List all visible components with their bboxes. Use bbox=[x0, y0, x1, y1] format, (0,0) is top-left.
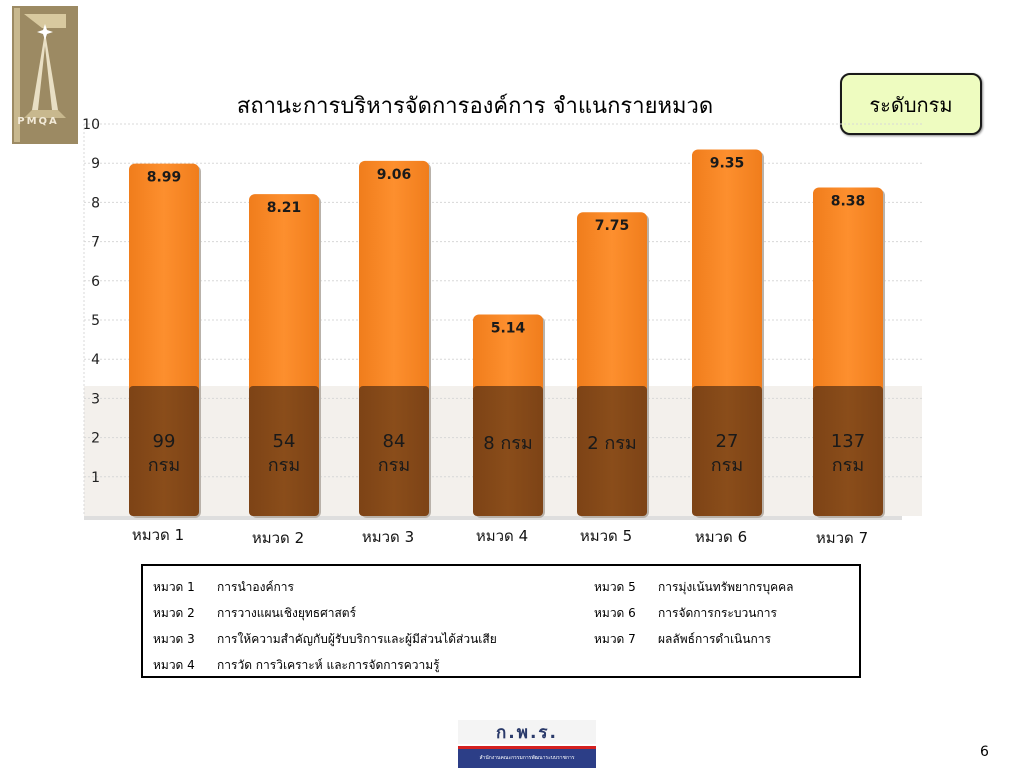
legend-row: หมวด 3 การให้ความสำคัญกับผู้รับบริการและ… bbox=[153, 630, 497, 649]
bar-value-label: 5.14 bbox=[491, 321, 526, 337]
bar-group: 7.75 2 กรม bbox=[577, 212, 649, 518]
pmqa-logo-text: PMQA bbox=[17, 116, 59, 127]
x-tick-label: หมวด 1 bbox=[132, 526, 184, 544]
bar-group: 5.14 8 กรม bbox=[473, 314, 545, 518]
bar-group: 8.21 54 กรม bbox=[249, 194, 321, 518]
bar-count-label: กรม bbox=[378, 455, 410, 476]
bar-value-label: 8.21 bbox=[267, 200, 302, 216]
y-tick-label: 9 bbox=[91, 156, 100, 172]
legend-category: หมวด 1 bbox=[153, 580, 195, 594]
legend-category: หมวด 6 bbox=[594, 606, 636, 620]
bar-count-label: กรม bbox=[711, 455, 743, 476]
bar-count-label: กรม bbox=[148, 455, 180, 476]
y-tick-label: 2 bbox=[91, 431, 100, 447]
legend-name: การจัดการกระบวนการ bbox=[658, 606, 777, 620]
bar-lower bbox=[813, 386, 883, 516]
legend-row: หมวด 2 การวางแผนเชิงยุทธศาสตร์ bbox=[153, 604, 356, 623]
bar-count-label: 8 กรม bbox=[483, 433, 533, 454]
legend-name: การวัด การวิเคราะห์ และการจัดการความรู้ bbox=[217, 658, 440, 672]
bar-lower bbox=[577, 386, 647, 516]
legend-category: หมวด 4 bbox=[153, 658, 195, 672]
bar-lower bbox=[129, 386, 199, 516]
x-tick-label: หมวด 5 bbox=[580, 527, 632, 545]
y-tick-label: 5 bbox=[91, 313, 100, 329]
opdc-logo-stripe bbox=[458, 746, 596, 749]
bar-value-label: 8.99 bbox=[147, 170, 182, 186]
bar-value-label: 9.35 bbox=[710, 155, 745, 171]
bar-lower bbox=[249, 386, 319, 516]
legend-name: การนำองค์การ bbox=[217, 580, 294, 594]
bar-group: 9.35 27 กรม bbox=[692, 149, 764, 519]
legend-name: ผลลัพธ์การดำเนินการ bbox=[658, 632, 771, 646]
x-tick-label: หมวด 3 bbox=[362, 528, 414, 546]
bar-value-label: 9.06 bbox=[377, 167, 412, 183]
bar-count-label: 137 bbox=[831, 431, 865, 452]
legend-row: หมวด 5 การมุ่งเน้นทรัพยากรบุคคล bbox=[594, 578, 794, 597]
opdc-logo-subtext: สำนักงานคณะกรรมการพัฒนาระบบราชการ bbox=[458, 749, 596, 768]
y-tick-label: 10 bbox=[82, 117, 100, 133]
bar-value-label: 7.75 bbox=[595, 218, 630, 234]
bar-lower bbox=[473, 386, 543, 516]
category-legend: หมวด 1 การนำองค์การ หมวด 2 การวางแผนเชิง… bbox=[141, 564, 861, 678]
legend-category: หมวด 7 bbox=[594, 632, 636, 646]
bar-value-label: 8.38 bbox=[831, 194, 866, 210]
bar-group: 9.06 84 กรม bbox=[359, 160, 431, 518]
bar-count-label: 2 กรม bbox=[587, 433, 637, 454]
y-tick-label: 4 bbox=[91, 352, 100, 368]
bar-count-label: 84 bbox=[383, 431, 406, 452]
bar-count-label: 54 bbox=[273, 431, 296, 452]
y-tick-label: 1 bbox=[91, 470, 100, 486]
legend-name: การมุ่งเน้นทรัพยากรบุคคล bbox=[658, 580, 794, 594]
y-tick-label: 6 bbox=[91, 274, 100, 290]
legend-name: การวางแผนเชิงยุทธศาสตร์ bbox=[217, 606, 357, 620]
legend-category: หมวด 3 bbox=[153, 632, 195, 646]
y-tick-label: 3 bbox=[91, 391, 100, 407]
bar-count-label: กรม bbox=[832, 455, 864, 476]
x-tick-label: หมวด 4 bbox=[476, 527, 528, 545]
bar-count-label: 99 bbox=[153, 431, 176, 452]
legend-row: หมวด 4 การวัด การวิเคราะห์ และการจัดการค… bbox=[153, 656, 440, 675]
bar-lower bbox=[359, 386, 429, 516]
y-tick-label: 8 bbox=[91, 195, 100, 211]
bar-group: 8.99 99 กรม bbox=[129, 163, 201, 519]
page-number: 6 bbox=[980, 744, 989, 760]
x-tick-label: หมวด 6 bbox=[695, 528, 747, 546]
pmqa-logo bbox=[12, 6, 78, 144]
level-badge: ระดับกรม bbox=[840, 73, 982, 135]
x-tick-label: หมวด 7 bbox=[816, 529, 868, 547]
legend-category: หมวด 5 bbox=[594, 580, 636, 594]
x-tick-label: หมวด 2 bbox=[252, 529, 304, 547]
bar-count-label: 27 bbox=[716, 431, 739, 452]
opdc-logo-text: ก.พ.ร. bbox=[458, 720, 596, 744]
bar-lower bbox=[692, 386, 762, 516]
chart-title: สถานะการบริหารจัดการองค์การ จำแนกรายหมวด bbox=[236, 94, 714, 119]
bar-group: 8.38 137 กรม bbox=[813, 187, 885, 518]
legend-name: การให้ความสำคัญกับผู้รับบริการและผู้มีส่… bbox=[217, 632, 497, 646]
legend-row: หมวด 1 การนำองค์การ bbox=[153, 578, 294, 597]
legend-row: หมวด 6 การจัดการกระบวนการ bbox=[594, 604, 777, 623]
legend-category: หมวด 2 bbox=[153, 606, 195, 620]
legend-row: หมวด 7 ผลลัพธ์การดำเนินการ bbox=[594, 630, 771, 649]
bar-count-label: กรม bbox=[268, 455, 300, 476]
y-tick-label: 7 bbox=[91, 235, 100, 251]
opdc-logo: ก.พ.ร. สำนักงานคณะกรรมการพัฒนาระบบราชการ bbox=[458, 720, 596, 768]
